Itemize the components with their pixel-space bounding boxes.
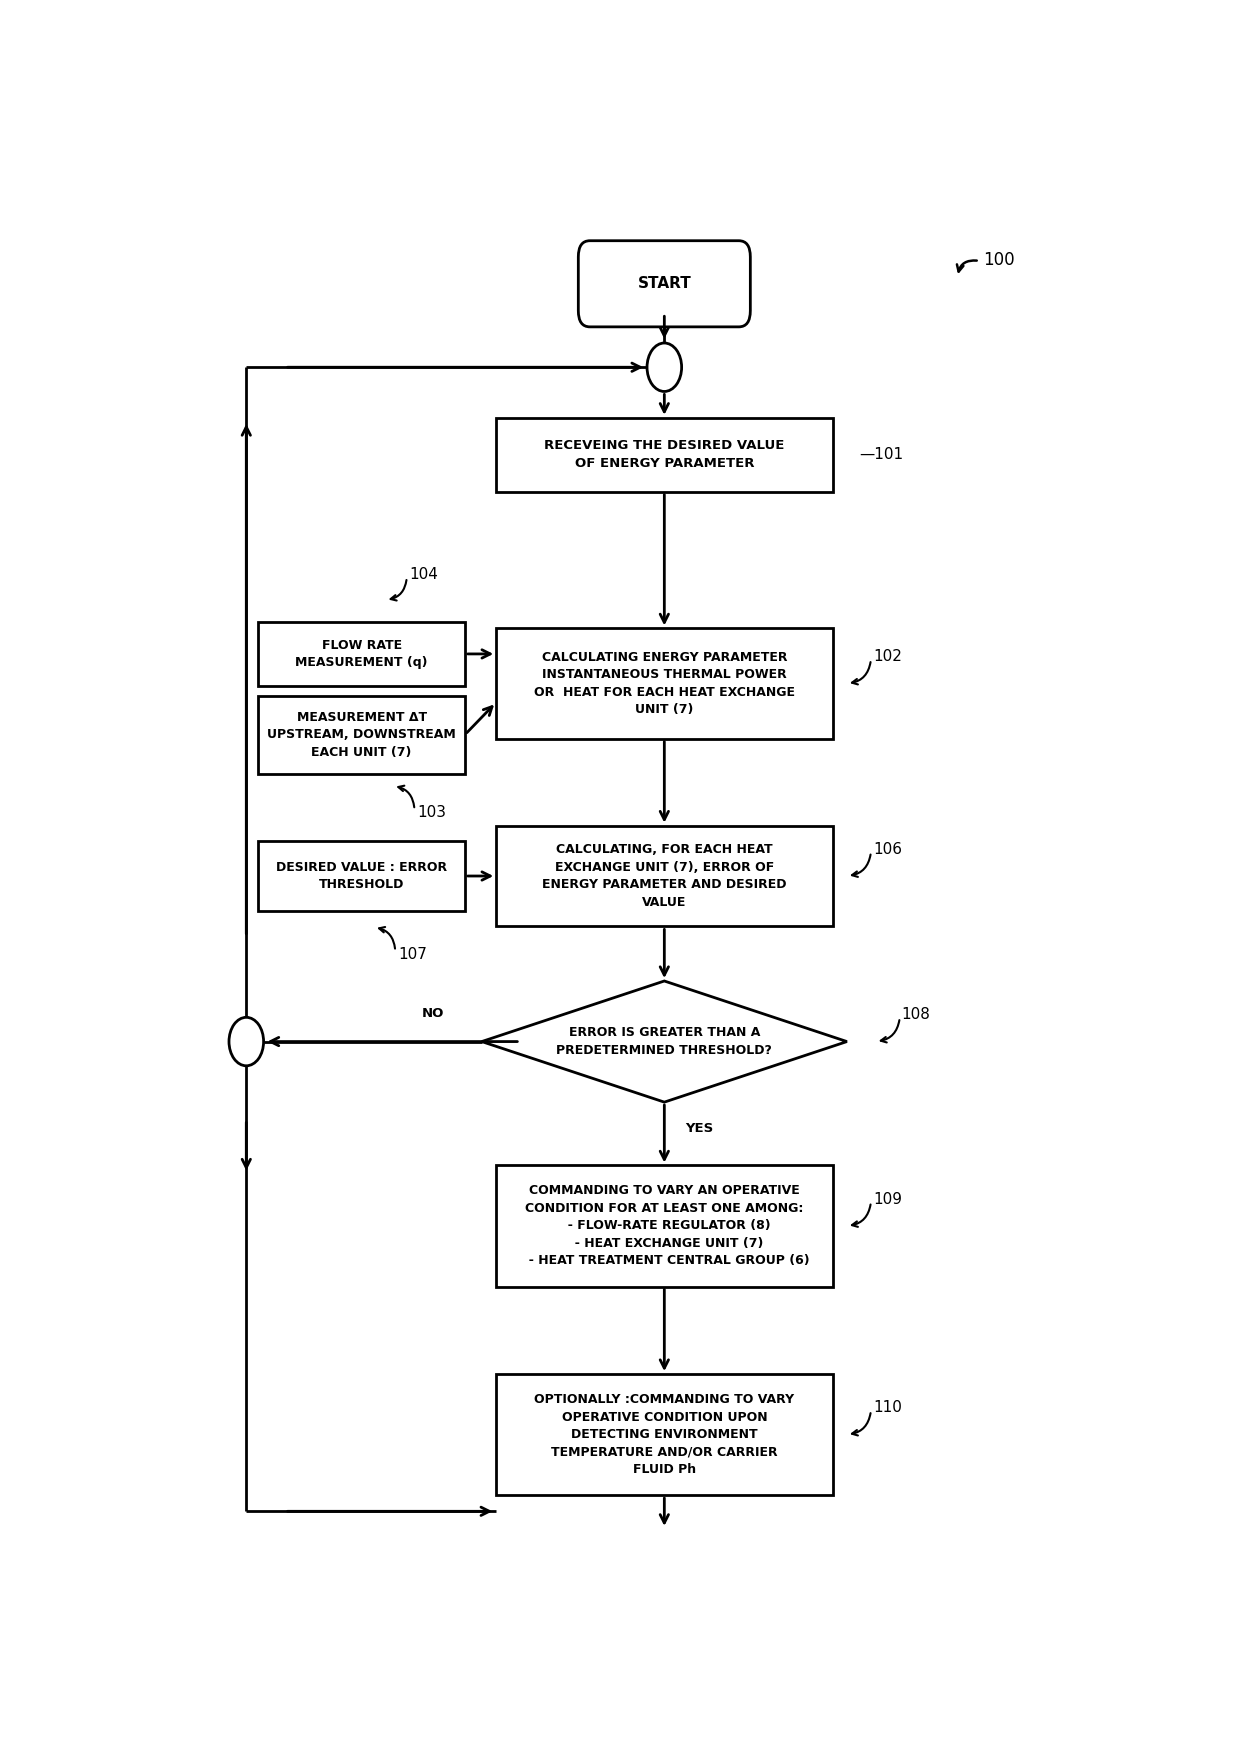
- Text: CALCULATING, FOR EACH HEAT
EXCHANGE UNIT (7), ERROR OF
ENERGY PARAMETER AND DESI: CALCULATING, FOR EACH HEAT EXCHANGE UNIT…: [542, 843, 786, 909]
- Text: 109: 109: [873, 1192, 901, 1206]
- Text: CALCULATING ENERGY PARAMETER
INSTANTANEOUS THERMAL POWER
OR  HEAT FOR EACH HEAT : CALCULATING ENERGY PARAMETER INSTANTANEO…: [534, 650, 795, 717]
- Text: NO: NO: [422, 1007, 444, 1021]
- Bar: [496, 1374, 832, 1495]
- Bar: [258, 696, 465, 774]
- Text: —101: —101: [859, 447, 904, 461]
- Bar: [496, 628, 832, 739]
- Circle shape: [647, 343, 682, 392]
- Text: YES: YES: [686, 1122, 714, 1134]
- Text: RECEVEING THE DESIRED VALUE
OF ENERGY PARAMETER: RECEVEING THE DESIRED VALUE OF ENERGY PA…: [544, 439, 785, 470]
- Bar: [496, 1166, 832, 1287]
- Text: MEASUREMENT ΔT
UPSTREAM, DOWNSTREAM
EACH UNIT (7): MEASUREMENT ΔT UPSTREAM, DOWNSTREAM EACH…: [268, 711, 456, 759]
- Circle shape: [229, 1017, 264, 1066]
- Text: OPTIONALLY :COMMANDING TO VARY
OPERATIVE CONDITION UPON
DETECTING ENVIRONMENT
TE: OPTIONALLY :COMMANDING TO VARY OPERATIVE…: [534, 1393, 795, 1475]
- FancyBboxPatch shape: [578, 241, 750, 327]
- Text: 100: 100: [983, 250, 1016, 269]
- Text: 110: 110: [873, 1400, 901, 1416]
- Text: 103: 103: [418, 806, 446, 820]
- Bar: [496, 825, 832, 926]
- Text: 104: 104: [409, 566, 439, 582]
- Bar: [496, 418, 832, 491]
- Text: DESIRED VALUE : ERROR
THRESHOLD: DESIRED VALUE : ERROR THRESHOLD: [277, 860, 448, 891]
- Text: START: START: [637, 276, 691, 292]
- Bar: [258, 841, 465, 911]
- Text: 102: 102: [873, 649, 901, 664]
- Text: ERROR IS GREATER THAN A
PREDETERMINED THRESHOLD?: ERROR IS GREATER THAN A PREDETERMINED TH…: [557, 1026, 773, 1058]
- Text: 108: 108: [901, 1007, 930, 1023]
- Text: 107: 107: [398, 947, 427, 961]
- Bar: [258, 622, 465, 687]
- Text: FLOW RATE
MEASUREMENT (q): FLOW RATE MEASUREMENT (q): [295, 638, 428, 669]
- Text: 106: 106: [873, 841, 901, 857]
- Polygon shape: [481, 981, 847, 1103]
- Text: COMMANDING TO VARY AN OPERATIVE
CONDITION FOR AT LEAST ONE AMONG:
  - FLOW-RATE : COMMANDING TO VARY AN OPERATIVE CONDITIO…: [520, 1185, 810, 1267]
